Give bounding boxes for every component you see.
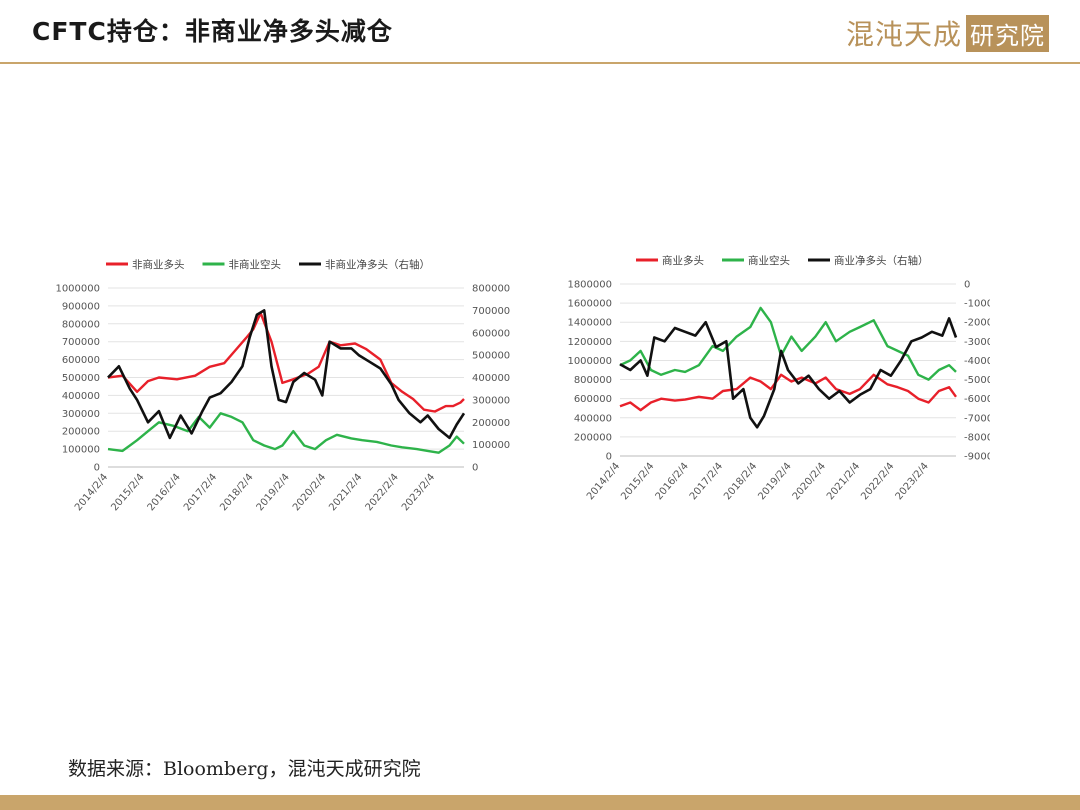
x-tick-label: 2020/2/4 (291, 472, 328, 513)
brand-logo: 混沌天成 研究院 (846, 14, 1050, 52)
y-left-tick-label: 1400000 (567, 318, 612, 329)
y-right-tick-label: 0 (964, 280, 970, 291)
series-line-1 (619, 306, 957, 381)
series-line-0 (619, 373, 957, 412)
chart-commercial: 1800000 1600000 1400000 1200000 1000000 80000… (567, 254, 990, 502)
x-tick-label: 2017/2/4 (182, 472, 219, 513)
series-line-0 (107, 311, 465, 413)
logo-text: 混沌天成 (846, 18, 963, 51)
y-left-tick-label: 0 (94, 463, 100, 474)
x-tick-label: 2016/2/4 (654, 461, 691, 502)
y-right-tick-label: 100000 (472, 440, 510, 451)
y-left-tick-label: 700000 (62, 337, 100, 348)
legend-label: 商业空头 (748, 254, 790, 267)
x-tick-label: 2020/2/4 (791, 461, 828, 502)
y-right-tick-label: 600000 (472, 328, 510, 339)
y-right-tick-label: -500000 (964, 375, 990, 386)
x-tick-label: 2014/2/4 (73, 472, 110, 513)
y-left-tick-label: 200000 (62, 427, 100, 438)
source-note: 数据来源：Bloomberg，混沌天成研究院 (68, 758, 421, 780)
y-right-tick-label: -600000 (964, 394, 990, 405)
header-divider (0, 62, 1080, 64)
x-tick-label: 2017/2/4 (688, 461, 725, 502)
y-right-tick-label: 500000 (472, 351, 510, 362)
y-left-tick-label: 800000 (62, 319, 100, 330)
y-left-tick-label: 800000 (574, 375, 612, 386)
y-left-tick-label: 300000 (62, 409, 100, 420)
y-right-tick-label: 200000 (472, 418, 510, 429)
legend-label: 非商业净多头（右轴） (325, 258, 430, 271)
legend-label: 非商业空头 (229, 258, 282, 271)
y-right-tick-label: 300000 (472, 395, 510, 406)
y-left-tick-label: 600000 (62, 355, 100, 366)
y-right-tick-label: -900000 (964, 452, 990, 463)
x-tick-label: 2015/2/4 (109, 472, 146, 513)
legend-label: 商业净多头（右轴） (834, 254, 929, 267)
x-tick-label: 2023/2/4 (894, 461, 931, 502)
y-right-tick-label: 700000 (472, 306, 510, 317)
x-tick-label: 2023/2/4 (400, 472, 437, 513)
y-left-tick-label: 500000 (62, 373, 100, 384)
logo-box-text: 研究院 (966, 14, 1050, 52)
y-right-tick-label: -100000 (964, 299, 990, 310)
y-right-tick-label: -700000 (964, 413, 990, 424)
page-title: CFTC持仓：非商业净多头减仓 (32, 17, 393, 46)
y-right-tick-label: -200000 (964, 318, 990, 329)
x-tick-label: 2016/2/4 (146, 472, 183, 513)
footer-bar (0, 795, 1080, 810)
y-left-tick-label: 1600000 (567, 299, 612, 310)
x-tick-label: 2022/2/4 (364, 472, 401, 513)
y-right-tick-label: -300000 (964, 337, 990, 348)
y-right-tick-label: 400000 (472, 373, 510, 384)
y-right-tick-label: 0 (472, 463, 478, 474)
y-left-tick-label: 200000 (574, 432, 612, 443)
chart-noncommercial: 1000000900000800000700000600000500000400… (55, 258, 510, 513)
y-right-tick-label: -800000 (964, 432, 990, 443)
y-left-tick-label: 400000 (574, 413, 612, 424)
y-left-tick-label: 1000000 (55, 284, 100, 295)
x-tick-label: 2014/2/4 (585, 461, 622, 502)
x-tick-label: 2021/2/4 (327, 472, 364, 513)
series-line-2 (619, 317, 958, 429)
x-tick-label: 2018/2/4 (218, 472, 255, 513)
x-tick-label: 2019/2/4 (255, 472, 292, 513)
x-tick-label: 2019/2/4 (756, 461, 793, 502)
x-tick-label: 2021/2/4 (825, 461, 862, 502)
legend-label: 商业多头 (662, 254, 704, 267)
series-line-2 (107, 309, 466, 440)
y-left-tick-label: 1000000 (567, 356, 612, 367)
x-tick-label: 2018/2/4 (722, 461, 759, 502)
header: CFTC持仓：非商业净多头减仓 混沌天成 研究院 (0, 0, 1080, 64)
y-left-tick-label: 1800000 (567, 280, 612, 291)
y-right-tick-label: 800000 (472, 284, 510, 295)
y-left-tick-label: 600000 (574, 394, 612, 405)
y-left-tick-label: 100000 (62, 445, 100, 456)
y-left-tick-label: 0 (606, 452, 612, 463)
x-tick-label: 2015/2/4 (619, 461, 656, 502)
x-tick-label: 2022/2/4 (859, 461, 896, 502)
y-left-tick-label: 1200000 (567, 337, 612, 348)
y-right-tick-label: -400000 (964, 356, 990, 367)
legend-label: 非商业多头 (132, 258, 185, 271)
y-left-tick-label: 400000 (62, 391, 100, 402)
y-left-tick-label: 900000 (62, 301, 100, 312)
